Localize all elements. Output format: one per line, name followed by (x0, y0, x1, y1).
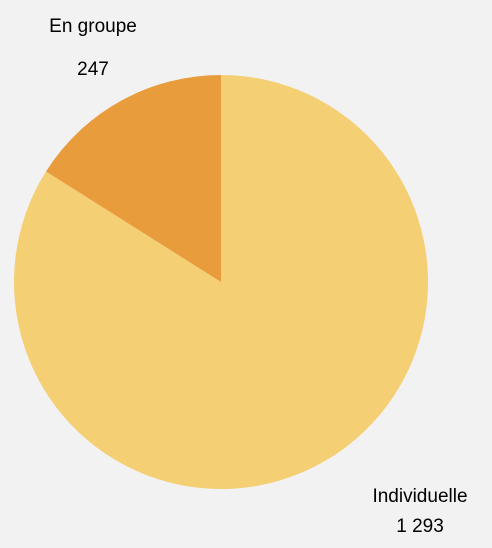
pie-slice (14, 75, 429, 489)
slice-value: 1 293 (396, 516, 444, 537)
slice-label: En groupe (49, 16, 137, 37)
pie-slice (45, 75, 221, 282)
slice-label: Individuelle (372, 486, 467, 507)
slice-value: 247 (77, 59, 109, 80)
